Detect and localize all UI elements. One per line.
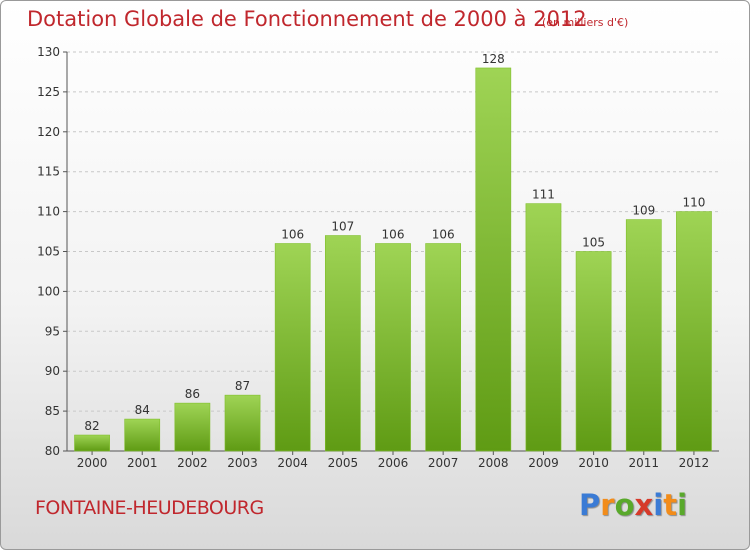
y-tick-label: 125 [37, 85, 60, 99]
data-label: 107 [331, 220, 354, 234]
logo-letter: P [579, 488, 601, 522]
bar [676, 211, 712, 452]
x-tick-label: 2008 [478, 456, 509, 470]
y-tick-label: 110 [37, 205, 60, 219]
commune-name: FONTAINE-HEUDEBOURG [35, 497, 264, 519]
x-tick-label: 2009 [528, 456, 559, 470]
data-label: 106 [432, 228, 455, 242]
logo-letter: i [677, 488, 688, 522]
logo-letter: o [614, 488, 635, 522]
x-tick-label: 2010 [578, 456, 609, 470]
x-tick-label: 2004 [277, 456, 308, 470]
bar [475, 67, 512, 452]
logo-letter: x [634, 488, 654, 522]
y-tick-label: 105 [37, 245, 60, 259]
x-tick-label: 2007 [428, 456, 459, 470]
bar [224, 394, 261, 452]
data-label: 82 [84, 419, 99, 433]
bar [375, 243, 411, 452]
bar [525, 203, 562, 452]
y-tick-label: 95 [45, 324, 60, 338]
bar [625, 219, 662, 452]
x-tick-label: 2006 [378, 456, 409, 470]
x-tick-label: 2002 [177, 456, 208, 470]
bar [274, 243, 311, 452]
y-tick-label: 120 [37, 125, 60, 139]
data-label: 86 [185, 387, 200, 401]
data-label: 87 [235, 379, 250, 393]
bar [74, 434, 110, 452]
y-tick-label: 100 [37, 284, 60, 298]
data-label: 111 [532, 188, 555, 202]
x-tick-label: 2011 [628, 456, 659, 470]
data-label: 105 [582, 236, 605, 250]
x-tick-label: 2001 [127, 456, 158, 470]
data-labels: 82 84 86 87 106 107 106 106 128 111 105 109 110 [84, 52, 705, 433]
bar [324, 235, 361, 452]
logo-letter: i [653, 488, 664, 522]
x-tick-label: 2005 [328, 456, 359, 470]
x-tick-label: 2003 [227, 456, 258, 470]
y-tick-label: 80 [45, 444, 60, 458]
axes: 80 85 90 95 100 105 110 115 120 125 130 2000 2001 200… [37, 45, 719, 470]
logo-letter: t [663, 488, 678, 522]
x-tick-label: 2000 [77, 456, 108, 470]
bar [124, 418, 161, 452]
chart-subtitle: (en milliers d'€) [542, 16, 629, 29]
bars [74, 67, 712, 452]
bar [174, 402, 211, 452]
proxiti-logo: Proxiti [579, 488, 687, 522]
bar [425, 243, 462, 452]
x-tick-label: 2012 [679, 456, 710, 470]
chart-title: Dotation Globale de Fonctionnement de 20… [27, 7, 587, 31]
y-tick-label: 130 [37, 45, 60, 59]
data-label: 106 [382, 228, 405, 242]
y-tick-label: 115 [37, 165, 60, 179]
data-label: 106 [281, 228, 304, 242]
logo-letter: r [600, 488, 615, 522]
data-label: 109 [632, 204, 655, 218]
data-label: 110 [682, 196, 705, 210]
data-label: 84 [135, 403, 150, 417]
data-label: 128 [482, 52, 505, 66]
bar [575, 251, 612, 452]
y-tick-label: 85 [45, 404, 60, 418]
y-tick-label: 90 [45, 364, 60, 378]
